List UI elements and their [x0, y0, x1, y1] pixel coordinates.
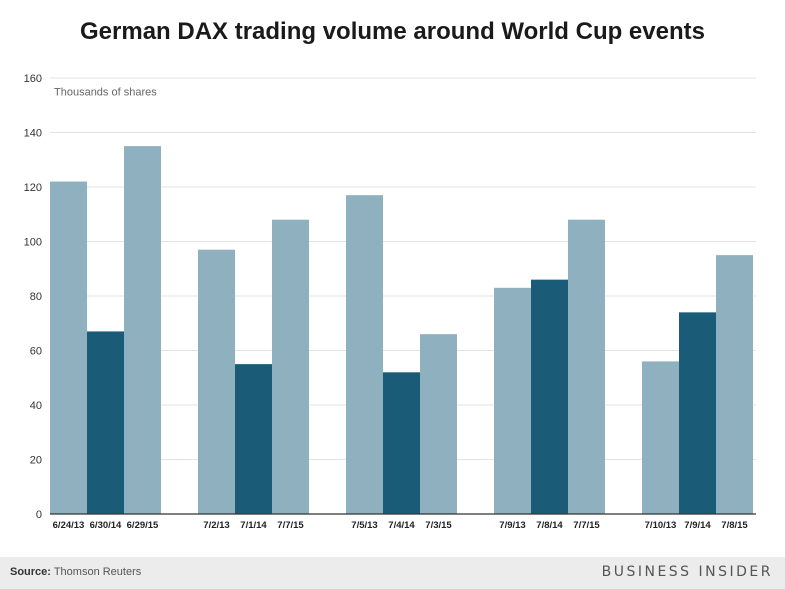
x-tick-label: 7/9/14 — [684, 520, 711, 531]
brand-logo: BUSINESS INSIDER — [601, 564, 773, 580]
y-tick-label: 20 — [30, 455, 42, 467]
y-axis-label: Thousands of shares — [54, 87, 157, 99]
bar — [272, 219, 309, 514]
x-tick-label: 7/1/14 — [240, 520, 267, 531]
bar — [420, 334, 457, 514]
bar-chart: 0 20 40 60 80 100 120 140 160 Thousands of shares… — [24, 73, 756, 531]
x-tick-label: 7/4/14 — [388, 520, 415, 531]
x-tick-label: 7/8/14 — [536, 520, 563, 531]
bar — [716, 255, 753, 514]
bar — [494, 287, 531, 514]
x-tick-label: 7/10/13 — [645, 520, 677, 531]
y-tick-label: 100 — [24, 237, 42, 249]
bar — [531, 279, 568, 514]
bar — [568, 219, 605, 514]
y-tick-label: 140 — [24, 128, 42, 140]
bar — [235, 364, 272, 514]
y-tick-label: 120 — [24, 182, 42, 194]
x-tick-label: 6/24/13 — [53, 520, 85, 531]
y-tick-label: 80 — [30, 291, 42, 303]
x-tick-label: 7/2/13 — [203, 520, 229, 531]
bar — [124, 146, 161, 514]
y-tick-label: 60 — [30, 346, 42, 358]
source-note: Source: Thomson Reuters — [10, 566, 141, 578]
bar — [383, 372, 420, 514]
chart-title: German DAX trading volume around World C… — [80, 18, 705, 45]
y-tick-label: 160 — [24, 73, 42, 85]
x-tick-label: 6/30/14 — [90, 520, 122, 531]
y-tick-label: 0 — [36, 509, 42, 521]
source-label: Source: — [10, 566, 51, 578]
x-tick-label: 6/29/15 — [127, 520, 159, 531]
x-tick-label: 7/9/13 — [499, 520, 525, 531]
y-tick-label: 40 — [30, 400, 42, 412]
x-tick-label: 7/8/15 — [721, 520, 748, 531]
bar — [87, 331, 124, 514]
bar — [50, 181, 87, 515]
x-tick-label: 7/7/15 — [277, 520, 304, 531]
bar — [198, 249, 235, 515]
source-text: Thomson Reuters — [53, 566, 142, 578]
x-tick-label: 7/3/15 — [425, 520, 452, 531]
bar — [346, 195, 383, 515]
footer: Source: Thomson Reuters BUSINESS INSIDER — [0, 557, 785, 589]
bar — [642, 361, 679, 514]
bar — [679, 312, 716, 514]
x-tick-label: 7/5/13 — [351, 520, 377, 531]
x-tick-label: 7/7/15 — [573, 520, 600, 531]
